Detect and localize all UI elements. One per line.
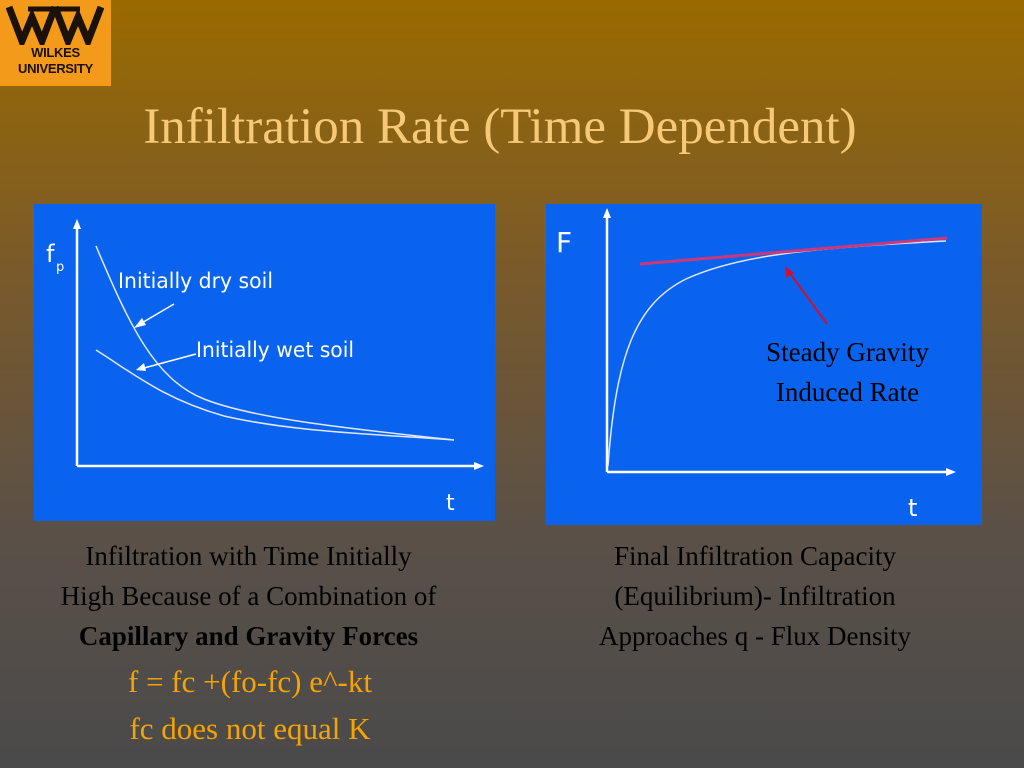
formula-note: fc does not equal K xyxy=(129,711,371,746)
steady-rate-line xyxy=(639,236,948,266)
infiltration-rate-chart: f p t Initially dry soil Initially wet s… xyxy=(34,204,495,521)
left-caption: Infiltration with Time Initially High Be… xyxy=(0,536,497,656)
university-logo: WILKES UNIVERSITY xyxy=(0,0,111,86)
dry-soil-label: Initially dry soil xyxy=(118,269,273,293)
y-axis xyxy=(603,208,611,472)
slide-title: Infiltration Rate (Time Dependent) xyxy=(143,99,857,155)
infiltration-formula: f = fc +(fo-fc) e^-kt xyxy=(128,664,372,699)
w-logo-icon xyxy=(6,5,104,45)
y-axis xyxy=(73,219,81,466)
cumulative-infiltration-chart: F t xyxy=(546,204,982,525)
dry-soil-arrow xyxy=(134,303,175,328)
y-axis-label: f xyxy=(46,240,55,268)
right-caption: Final Infiltration Capacity (Equilibrium… xyxy=(530,536,980,656)
y-axis-label-subscript: p xyxy=(56,260,64,275)
annotation-line-2: Induced Rate xyxy=(775,377,920,407)
wet-soil-arrow xyxy=(136,353,197,371)
annotation-line-1: Steady Gravity xyxy=(766,337,929,367)
logo-text-wilkes: WILKES xyxy=(31,45,80,60)
wet-soil-label: Initially wet soil xyxy=(196,338,354,362)
steady-rate-arrow xyxy=(785,266,828,325)
dry-soil-curve xyxy=(95,245,455,441)
steady-rate-annotation: Steady Gravity Induced Rate xyxy=(735,332,960,412)
x-axis-label: t xyxy=(908,494,917,522)
left-caption-line-1: Infiltration with Time Initially xyxy=(85,541,412,571)
y-axis-label: F xyxy=(556,226,572,259)
wet-soil-curve xyxy=(95,349,455,441)
x-axis-label: t xyxy=(446,491,455,516)
x-axis xyxy=(607,468,956,476)
x-axis xyxy=(77,462,484,470)
left-caption-line-3: Capillary and Gravity Forces xyxy=(78,621,419,651)
logo-text-university: UNIVERSITY xyxy=(17,61,93,76)
right-caption-line-1: Final Infiltration Capacity xyxy=(614,541,896,571)
left-caption-line-2: High Because of a Combination of xyxy=(60,581,437,611)
right-caption-line-2: (Equilibrium)- Infiltration xyxy=(614,581,896,611)
right-caption-line-3: Approaches q - Flux Density xyxy=(599,621,911,651)
